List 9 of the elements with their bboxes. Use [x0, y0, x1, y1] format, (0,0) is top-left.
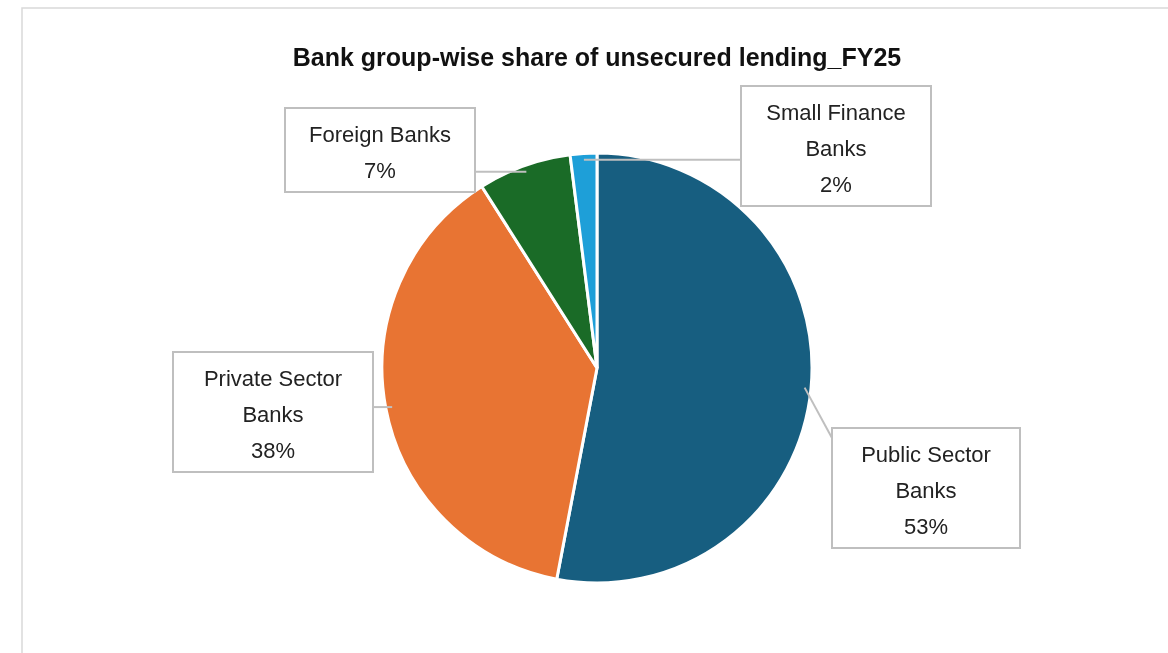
data-label: 2% [820, 172, 852, 197]
slice-label: Foreign Banks [309, 122, 451, 147]
chart-title: Bank group-wise share of unsecured lending_FY25 [292, 43, 902, 71]
slice-label: Small Finance Banks [766, 100, 906, 161]
data-label: 7% [364, 158, 396, 183]
slice-label: Private Sector Banks [203, 366, 343, 427]
data-label: 38% [250, 438, 296, 463]
slice-label: Public Sector Banks [861, 442, 991, 503]
data-label: 53% [903, 514, 949, 539]
